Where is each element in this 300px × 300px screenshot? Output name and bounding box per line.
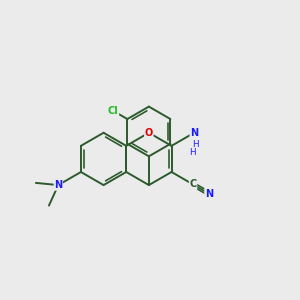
Text: C: C: [189, 179, 197, 189]
Text: N: N: [54, 180, 62, 190]
Text: H: H: [192, 140, 199, 149]
Text: N: N: [205, 189, 213, 199]
Text: H: H: [189, 148, 196, 157]
Text: Cl: Cl: [108, 106, 118, 116]
Text: O: O: [145, 128, 153, 138]
Text: N: N: [190, 128, 198, 138]
